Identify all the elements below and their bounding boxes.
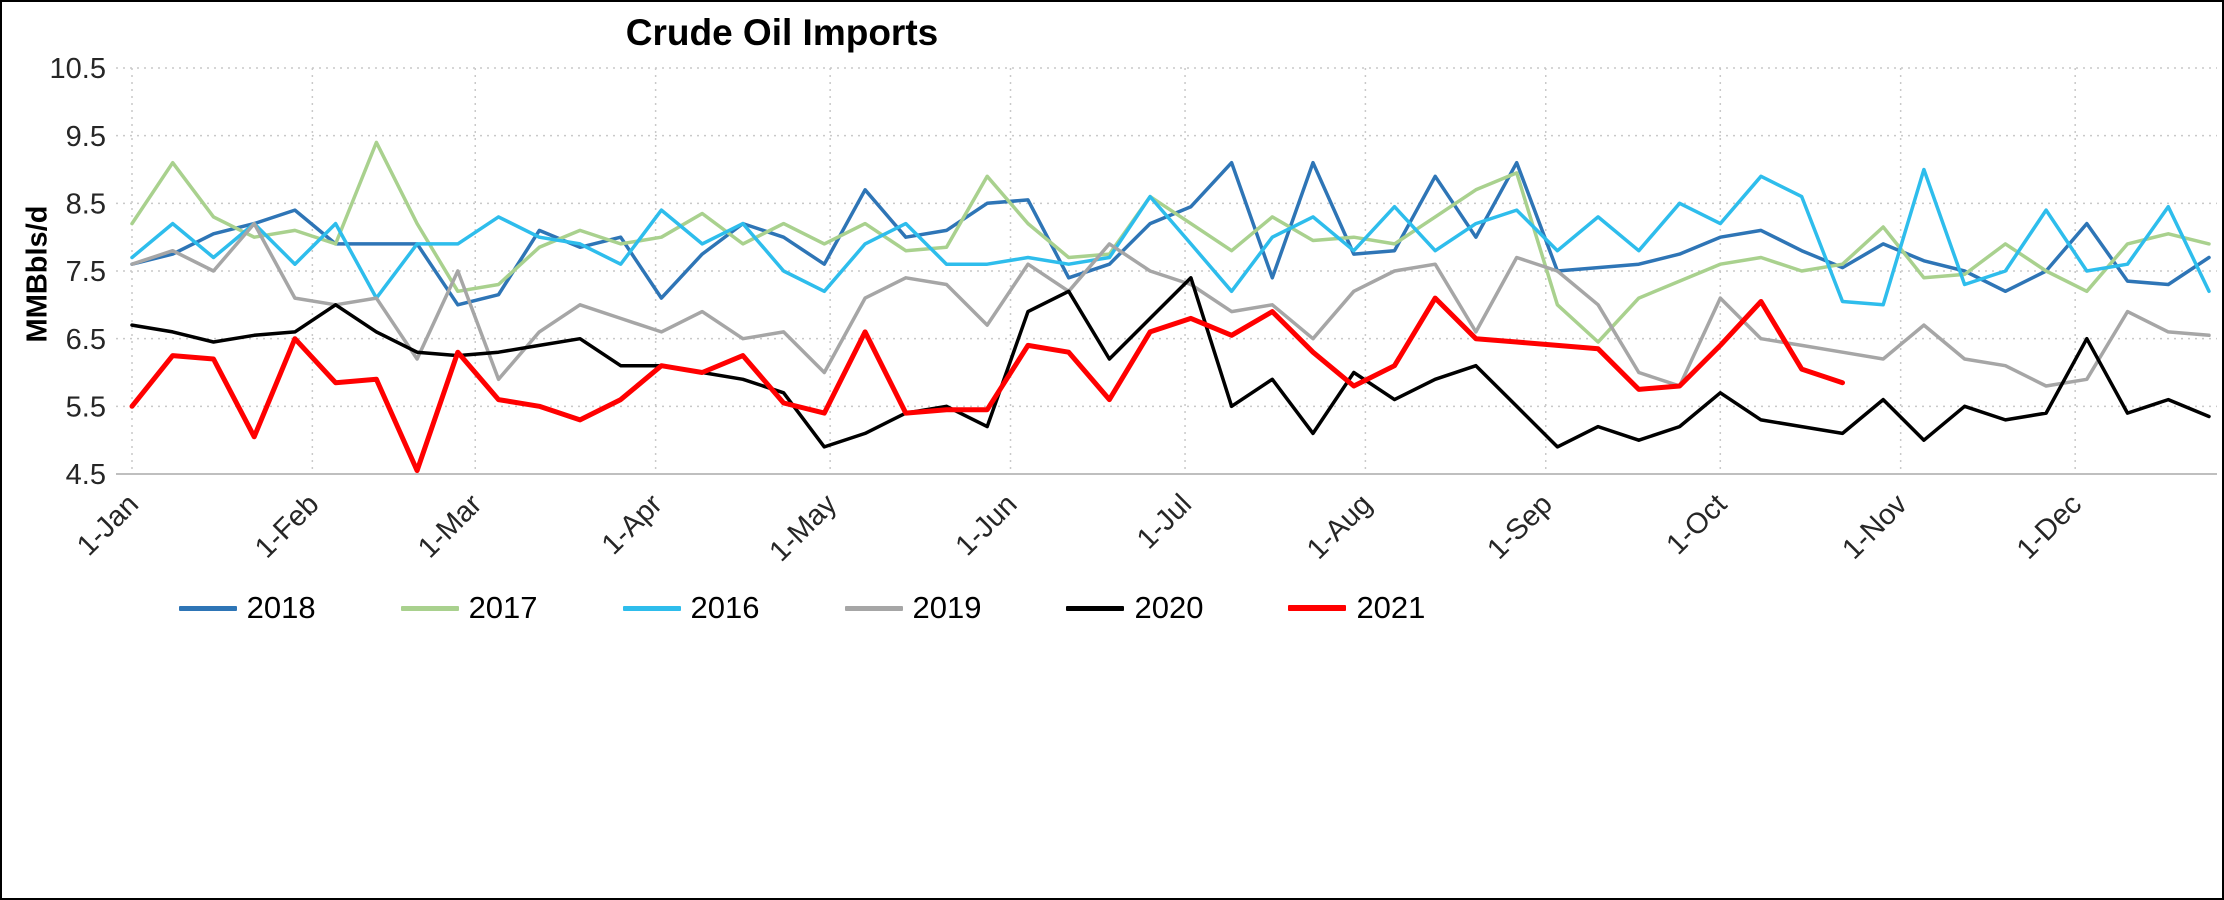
legend-label: 2020 (1134, 590, 1204, 625)
y-tick-label: 4.5 (66, 459, 106, 491)
x-tick-label: 1-Feb (249, 488, 325, 564)
x-tick-label: 1-Aug (1301, 488, 1378, 565)
x-tick-label: 1-Jan (71, 488, 145, 562)
series-line-2016 (130, 167, 2211, 307)
x-tick-label: 1-Dec (2011, 488, 2088, 565)
legend-item-2016: 2016 (622, 590, 760, 626)
series-line-2018 (130, 160, 2211, 307)
x-tick-label: 1-Oct (1660, 488, 1733, 561)
x-tick-label: 1-Jul (1131, 488, 1198, 555)
series-line-2017 (130, 140, 2211, 344)
legend-label: 2018 (246, 590, 316, 625)
legend-item-2021: 2021 (1288, 590, 1425, 626)
x-tick-label: 1-Sep (1481, 488, 1558, 565)
legend-line-swatch-2018 (178, 605, 237, 611)
x-tick-label: 1-May (763, 488, 843, 568)
legend-line-swatch-2017 (400, 605, 459, 611)
y-tick-label: 5.5 (66, 391, 106, 423)
legend-line-swatch-2021 (1288, 605, 1347, 611)
y-tick-label: 7.5 (66, 256, 106, 288)
y-tick-label: 6.5 (66, 324, 106, 356)
y-tick-label: 9.5 (66, 121, 106, 153)
legend-label: 2019 (912, 590, 982, 625)
plot-area: 4.5 5.5 6.5 7.5 8.5 9.5 10.5 1-Jan 1-Feb 1-Mar 1-A… (50, 53, 2217, 568)
legend-label: 2016 (690, 590, 760, 625)
legend: 2018 2017 2016 2019 2020 2021 (2, 590, 1602, 626)
legend-item-2020: 2020 (1066, 590, 1203, 626)
legend-item-2019: 2019 (844, 590, 982, 626)
legend-label: 2021 (1356, 590, 1426, 625)
series-line-2021 (129, 295, 1845, 474)
legend-item-2017: 2017 (400, 590, 538, 626)
y-tick-label: 10.5 (50, 53, 106, 85)
legend-line-swatch-2020 (1066, 605, 1125, 611)
y-tick-label: 8.5 (66, 188, 106, 220)
x-tick-label: 1-Jun (950, 488, 1024, 562)
series-line-2020 (130, 276, 2211, 449)
legend-line-swatch-2019 (844, 605, 903, 611)
legend-item-2018: 2018 (178, 590, 316, 626)
x-tick-label: 1-Mar (412, 488, 488, 564)
series-line-2019 (130, 221, 2211, 388)
chart-title: Crude Oil Imports (625, 12, 939, 53)
x-tick-label: 1-Nov (1836, 488, 1914, 566)
legend-label: 2017 (468, 590, 538, 625)
x-tick-label: 1-Apr (596, 488, 669, 561)
legend-line-swatch-2016 (622, 605, 681, 611)
